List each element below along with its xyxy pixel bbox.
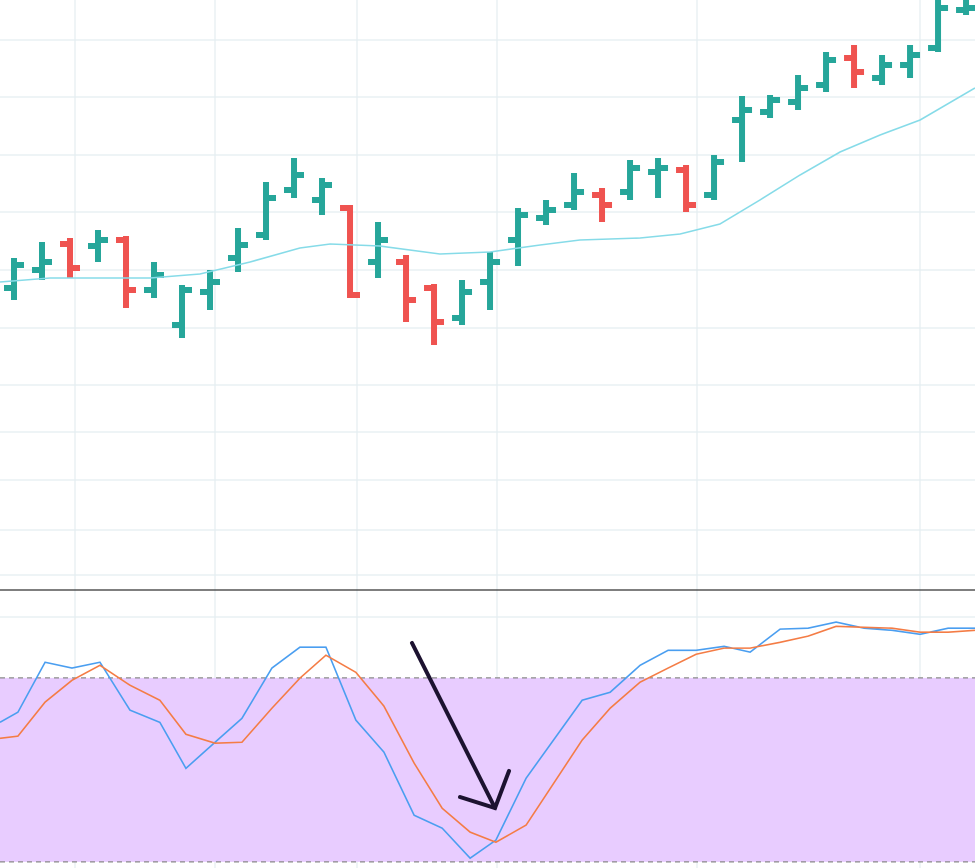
arrow (410, 641, 511, 811)
line (0, 87, 975, 283)
price-panel (0, 0, 975, 345)
band (0, 677, 975, 862)
line (0, 621, 975, 860)
line (0, 625, 975, 844)
oscillator-panel (0, 621, 975, 863)
